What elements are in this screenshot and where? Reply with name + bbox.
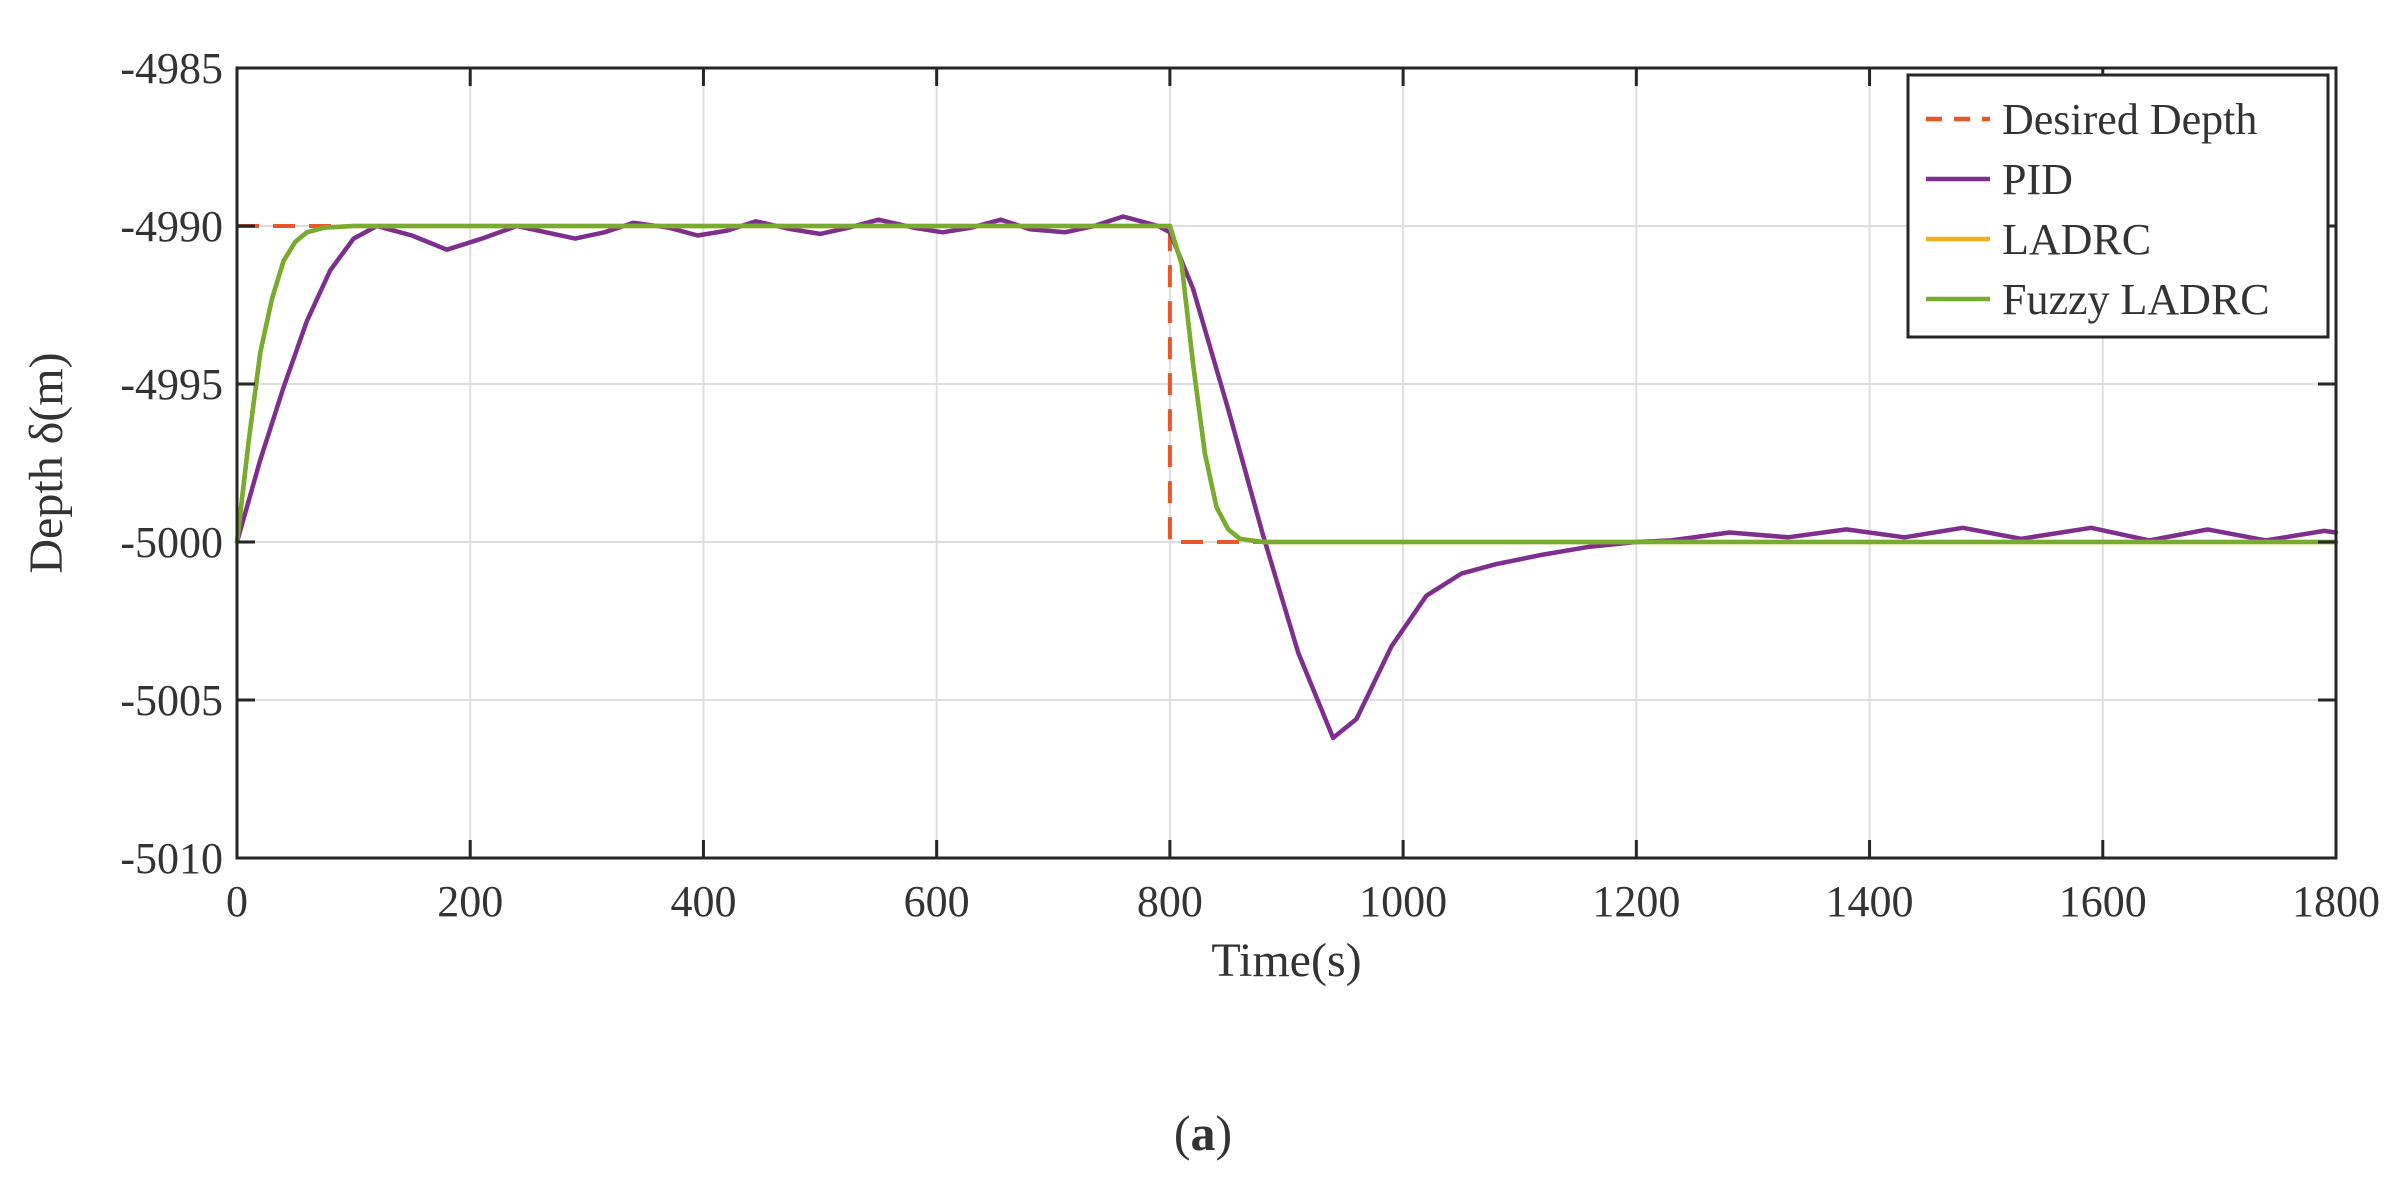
- legend-label: LADRC: [2002, 215, 2151, 264]
- y-tick-label: -4995: [120, 360, 223, 409]
- caption-open: (: [1174, 1105, 1191, 1161]
- tick-marks: [235, 66, 2338, 860]
- x-tick-label: 1200: [1592, 877, 1680, 926]
- series-line-fuzzy-ladrc: [234, 223, 2339, 545]
- tick-labels: 0 200 400 600 800 1000 1200 1400 1600 1800 -4985 -4…: [120, 44, 2380, 926]
- x-tick-label: 800: [1137, 877, 1203, 926]
- y-tick-label: -4985: [120, 44, 223, 93]
- x-tick-label: 400: [670, 877, 736, 926]
- y-tick-label: -5010: [120, 834, 223, 883]
- legend: Desired Depth PID LADRC Fuzzy LADRC: [1906, 73, 2330, 339]
- x-tick-label: 1400: [1826, 877, 1914, 926]
- legend-label: PID: [2002, 155, 2073, 204]
- y-tick-label: -5005: [120, 676, 223, 725]
- x-tick-label: 1600: [2059, 877, 2147, 926]
- x-axis-label: Time(s): [1211, 934, 1361, 987]
- legend-box: [1906, 73, 2330, 339]
- caption-letter: a: [1191, 1105, 1216, 1161]
- series-group: [234, 214, 2339, 741]
- caption-close: ): [1216, 1105, 1233, 1161]
- y-tick-label: -4990: [120, 202, 223, 251]
- x-tick-label: 0: [226, 877, 248, 926]
- y-tick-label: -5000: [120, 518, 223, 567]
- legend-label: Desired Depth: [2002, 95, 2257, 144]
- x-tick-label: 1800: [2292, 877, 2380, 926]
- series-line-desired-depth: [237, 224, 2336, 544]
- x-tick-label: 600: [904, 877, 970, 926]
- y-axis-label: Depth δ(m): [20, 352, 73, 573]
- legend-label: Fuzzy LADRC: [2002, 275, 2270, 324]
- x-tick-label: 1000: [1359, 877, 1447, 926]
- plot-frame: [235, 66, 2338, 860]
- x-tick-label: 200: [437, 877, 503, 926]
- figure-caption: (a): [1174, 1105, 1232, 1161]
